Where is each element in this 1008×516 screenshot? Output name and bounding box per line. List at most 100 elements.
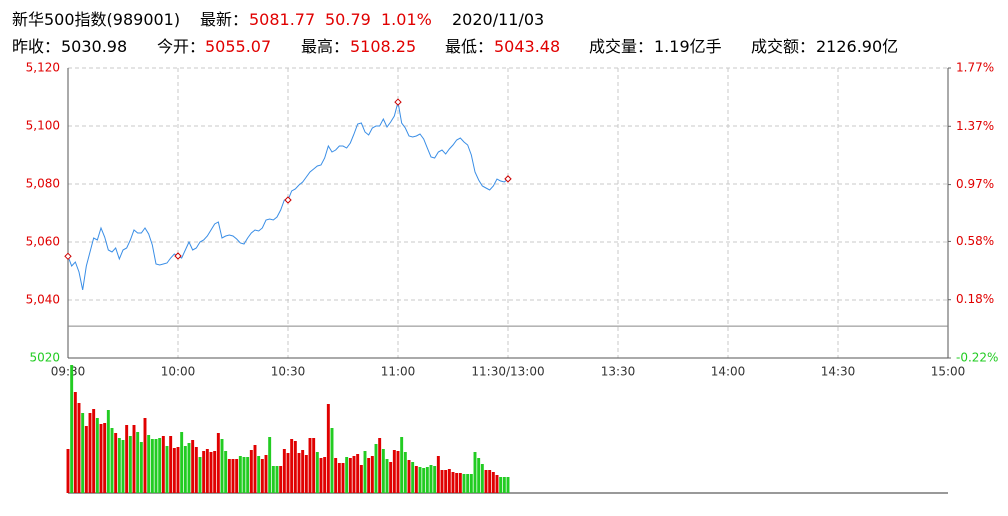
y2-tick-label: -0.22% [956,351,998,365]
volume-bar [407,460,411,493]
high: 5108.25 [350,37,417,56]
volume-bar [429,465,433,493]
volume-bar [282,449,286,493]
volume-bar [260,459,264,493]
y-tick-label: 5,080 [26,177,60,191]
index-name: 新华500指数(989001) [12,10,181,29]
prev-close-label: 昨收： [12,37,61,56]
volume-bar [480,464,484,493]
volume-bar [436,456,440,493]
volume-bar [477,458,481,493]
low: 5043.48 [494,37,561,56]
volume-bar [315,452,319,493]
volume-bar [301,450,305,493]
volume-bar [238,456,242,493]
volume-bar [198,457,202,493]
volume-bar [154,439,158,493]
volume-bar [385,459,389,493]
volume-bar [209,452,213,493]
volume-bar [370,456,374,493]
x-tick-label: 15:00 [931,365,966,379]
volume-bar [103,423,107,493]
volume-bar [77,403,81,493]
y2-tick-label: 0.18% [956,292,994,306]
volume-bar [495,475,499,493]
volume-bar [348,458,352,493]
volume-bar [308,438,312,493]
volume-bar [506,477,510,493]
volume-bar [180,432,184,493]
volume-bar [378,438,382,493]
volume-bar [392,450,396,493]
amount: 2126.90亿 [816,37,899,56]
volume-bar [356,454,360,493]
volume-bar [216,433,220,493]
volume-bar [264,455,268,493]
volume-bar [414,466,418,493]
volume-bar [297,453,301,493]
price-marker [64,252,72,261]
volume-bar [319,458,323,493]
y-tick-label: 5,100 [26,119,60,133]
volume-bar [121,440,125,493]
x-tick-label: 11:30/13:00 [471,365,544,379]
volume-bar [158,438,162,493]
volume-bar [205,449,209,493]
volume-bar [279,466,283,493]
volume-bar [381,449,385,493]
volume-bar [304,455,308,493]
volume-bar [161,436,165,493]
volume-bar [290,439,294,493]
amount-label: 成交额： [751,37,816,56]
latest-price: 5081.77 [249,10,316,29]
volume-bar [73,392,77,493]
y2-tick-label: 0.97% [956,177,994,191]
volume-bar [136,432,140,493]
volume-bar [345,457,349,493]
volume-bar [66,449,70,493]
x-tick-label: 11:00 [381,365,416,379]
volume-bar [451,472,455,493]
volume-bar [491,472,495,493]
volume-bar [132,425,136,493]
volume-bar [183,446,187,493]
volume: 1.19亿手 [654,37,722,56]
volume-bar [447,469,451,493]
y-tick-label: 5,040 [26,293,60,307]
volume-bar [271,466,275,493]
volume-bar [330,428,334,493]
volume-bar [249,450,253,493]
volume-bar [466,474,470,493]
volume-bar [202,451,206,493]
prev-close: 5030.98 [61,37,128,56]
volume-bar [110,428,114,493]
volume-bar [444,470,448,493]
volume-bar [499,477,503,493]
volume-bar [231,459,235,493]
change-pct: 1.01% [381,10,432,29]
volume-bar [213,451,217,493]
volume-bar [88,413,92,493]
volume-bar [293,441,297,493]
volume-bar [389,462,393,493]
x-tick-label: 09:30 [51,365,86,379]
volume-bar [473,452,477,493]
volume-bar [139,442,143,493]
volume-bar [352,456,356,493]
volume-bar [227,459,231,493]
high-label: 最高： [301,37,350,56]
y-tick-label: 5,120 [26,61,60,75]
volume-bar [488,470,492,493]
volume-bar [341,463,345,493]
volume-bar [194,447,198,493]
open: 5055.07 [205,37,272,56]
x-tick-label: 14:00 [711,365,746,379]
volume-bar [246,457,250,493]
volume-bar [114,433,118,493]
volume-bar [224,451,228,493]
volume-bar [187,443,191,493]
volume-bar [484,470,488,493]
volume-bar [275,466,279,493]
volume-bar [191,440,195,493]
